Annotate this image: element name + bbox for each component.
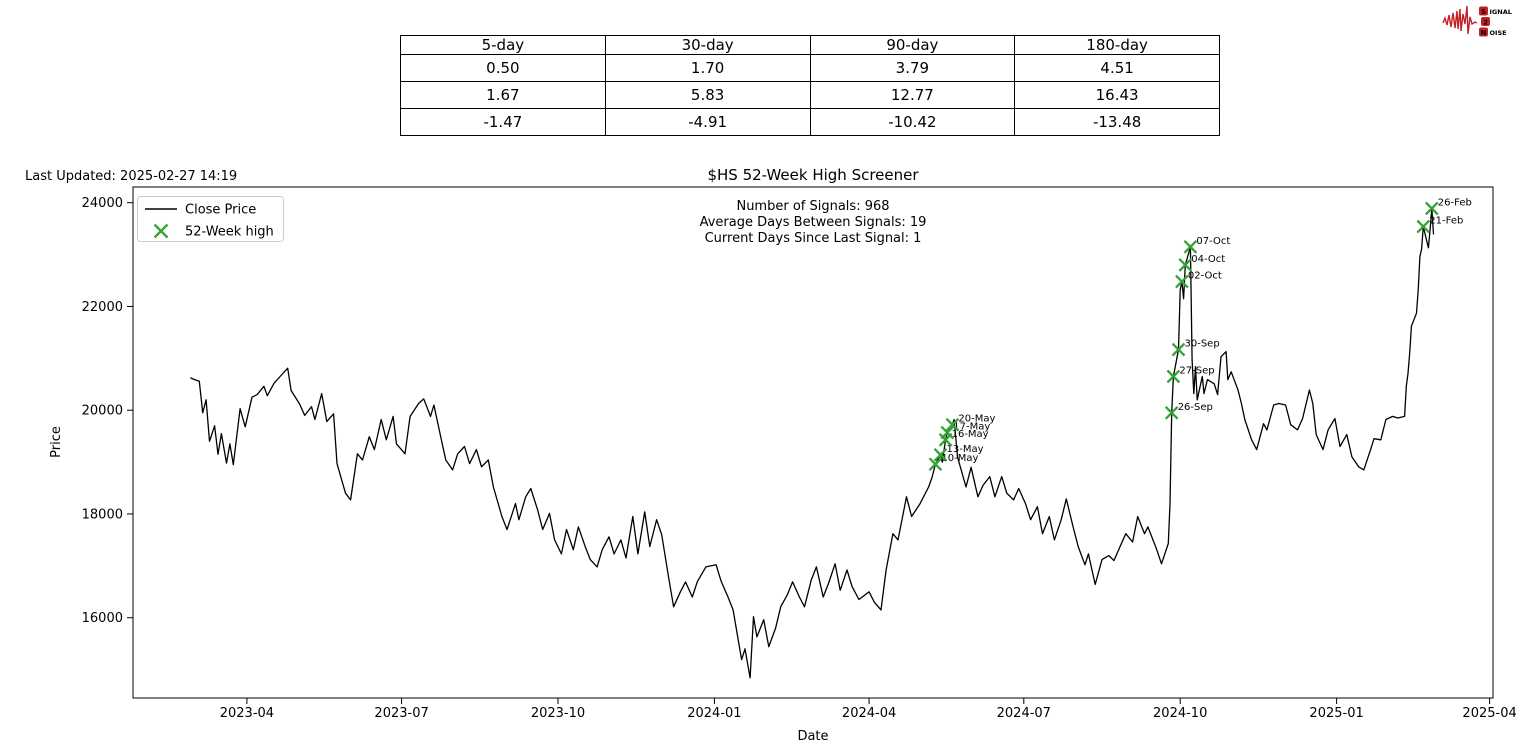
annotation-line: Current Days Since Last Signal: 1 <box>705 231 922 246</box>
logo-2-badge <box>1481 17 1490 26</box>
logo-2-letter: 2 <box>1483 18 1488 26</box>
stats-cell: -1.47 <box>400 108 606 136</box>
signal-x-marker <box>933 448 948 462</box>
logo-s-badge <box>1479 6 1488 16</box>
annotation-line: Number of Signals: 968 <box>736 199 889 214</box>
signal-date-label: 30-Sep <box>1185 339 1220 350</box>
y-tick-label: 18000 <box>82 507 123 522</box>
logo-n-letter: N <box>1481 29 1487 37</box>
stats-cell: -4.91 <box>604 108 811 136</box>
x-tick-label: 2023-07 <box>374 706 428 721</box>
y-tick-label: 20000 <box>82 404 123 419</box>
logo-s-letter: S <box>1481 8 1486 16</box>
x-tick-label: 2024-04 <box>842 706 896 721</box>
signal-date-label: 21-Feb <box>1429 216 1463 227</box>
signal-x-marker <box>1166 369 1181 384</box>
x-tick-label: 2024-07 <box>997 706 1051 721</box>
stats-row: 1.67 5.83 12.77 16.43 <box>400 81 1220 109</box>
x-axis-ticks: 2023-04 2023-07 2023-10 2024-01 2024-04 2024-… <box>220 698 1517 721</box>
signal-x-marker <box>945 417 960 432</box>
chart-title: $HS 52-Week High Screener <box>707 166 919 184</box>
signal-x-marker <box>1175 274 1189 289</box>
y-tick-label: 16000 <box>82 611 123 626</box>
stats-cell: 1.70 <box>604 54 811 82</box>
logo-oise-text: OISE <box>1490 29 1507 37</box>
x-axis-label: Date <box>797 729 828 744</box>
signal-date-label: 13-May <box>947 444 984 455</box>
signal-date-label: 07-Oct <box>1196 236 1230 247</box>
y-tick-label: 24000 <box>82 196 123 211</box>
signal-date-label: 10-May <box>941 453 978 464</box>
y-axis-ticks: 16000 18000 20000 22000 24000 <box>82 196 133 626</box>
x-tick-label: 2024-01 <box>687 706 741 721</box>
stats-cell: 3.79 <box>809 54 1016 82</box>
signal-x-marker <box>1424 201 1439 216</box>
y-axis-label: Price <box>49 426 64 458</box>
stats-cell: 1.67 <box>400 81 606 109</box>
stats-cell: 12.77 <box>809 81 1016 109</box>
stats-cell: 16.43 <box>1014 81 1220 109</box>
logo-ignal-text: IGNAL <box>1490 8 1512 16</box>
logo-n-badge <box>1479 27 1488 37</box>
x-tick-label: 2023-04 <box>220 706 274 721</box>
last-updated-text: Last Updated: 2025-02-27 14:19 <box>25 169 237 184</box>
legend-x-marker-icon <box>153 223 169 239</box>
x-tick-label: 2024-10 <box>1153 706 1207 721</box>
signal-date-label: 02-Oct <box>1188 271 1222 282</box>
y-tick-label: 22000 <box>82 300 123 315</box>
x-tick-label: 2023-10 <box>531 706 585 721</box>
annotation-line: Average Days Between Signals: 19 <box>700 215 927 230</box>
stats-row: 0.50 1.70 3.79 4.51 <box>400 54 1220 82</box>
signal-x-marker <box>940 425 955 440</box>
stats-table-container: 5-day 30-day 90-day 180-day 0.50 1.70 3.79 4.5… <box>400 35 1220 136</box>
signal-date-label: 16-May <box>952 429 989 440</box>
signal-x-marker <box>1178 258 1193 272</box>
legend: Close Price 52-Week high <box>137 196 284 242</box>
stats-cell: -13.48 <box>1014 108 1220 136</box>
signal-date-label: 26-Feb <box>1438 197 1472 208</box>
stats-table: 5-day 30-day 90-day 180-day 0.50 1.70 3.79 4.5… <box>400 35 1220 136</box>
signal-x-marker <box>928 457 943 471</box>
signal-date-label: 26-Sep <box>1178 402 1213 413</box>
signal-x-marker <box>1171 342 1186 357</box>
stats-cell: 0.50 <box>400 54 606 82</box>
stats-cell: 4.51 <box>1014 54 1220 82</box>
signal-x-marker <box>1183 239 1198 254</box>
stats-table-body: 0.50 1.70 3.79 4.51 1.67 5.83 12.77 16.43 -1.47-… <box>400 54 1220 136</box>
signal-date-label: 27-Sep <box>1179 365 1214 376</box>
legend-label: 52-Week high <box>185 225 274 240</box>
price-line <box>190 207 1435 679</box>
stats-cell: -10.42 <box>809 108 1016 136</box>
signal-x-marker <box>1164 405 1179 420</box>
signal-date-label: 20-May <box>958 414 995 425</box>
x-tick-label: 2025-04 <box>1462 706 1516 721</box>
series-layer <box>190 207 1435 679</box>
signal-date-label: 17-May <box>953 422 990 433</box>
signal-date-label: 04-Oct <box>1191 254 1225 265</box>
x-tick-label: 2025-01 <box>1309 706 1363 721</box>
legend-label: Close Price <box>185 203 256 218</box>
waveform-icon <box>1442 5 1478 35</box>
axes-box <box>132 186 1494 699</box>
signal-noise-logo: S IGNAL 2 N OISE <box>1442 5 1512 37</box>
legend-box <box>137 196 284 242</box>
signal-x-marker <box>1416 219 1431 234</box>
stats-row: -1.47 -4.91 -10.42 -13.48 <box>400 108 1220 136</box>
